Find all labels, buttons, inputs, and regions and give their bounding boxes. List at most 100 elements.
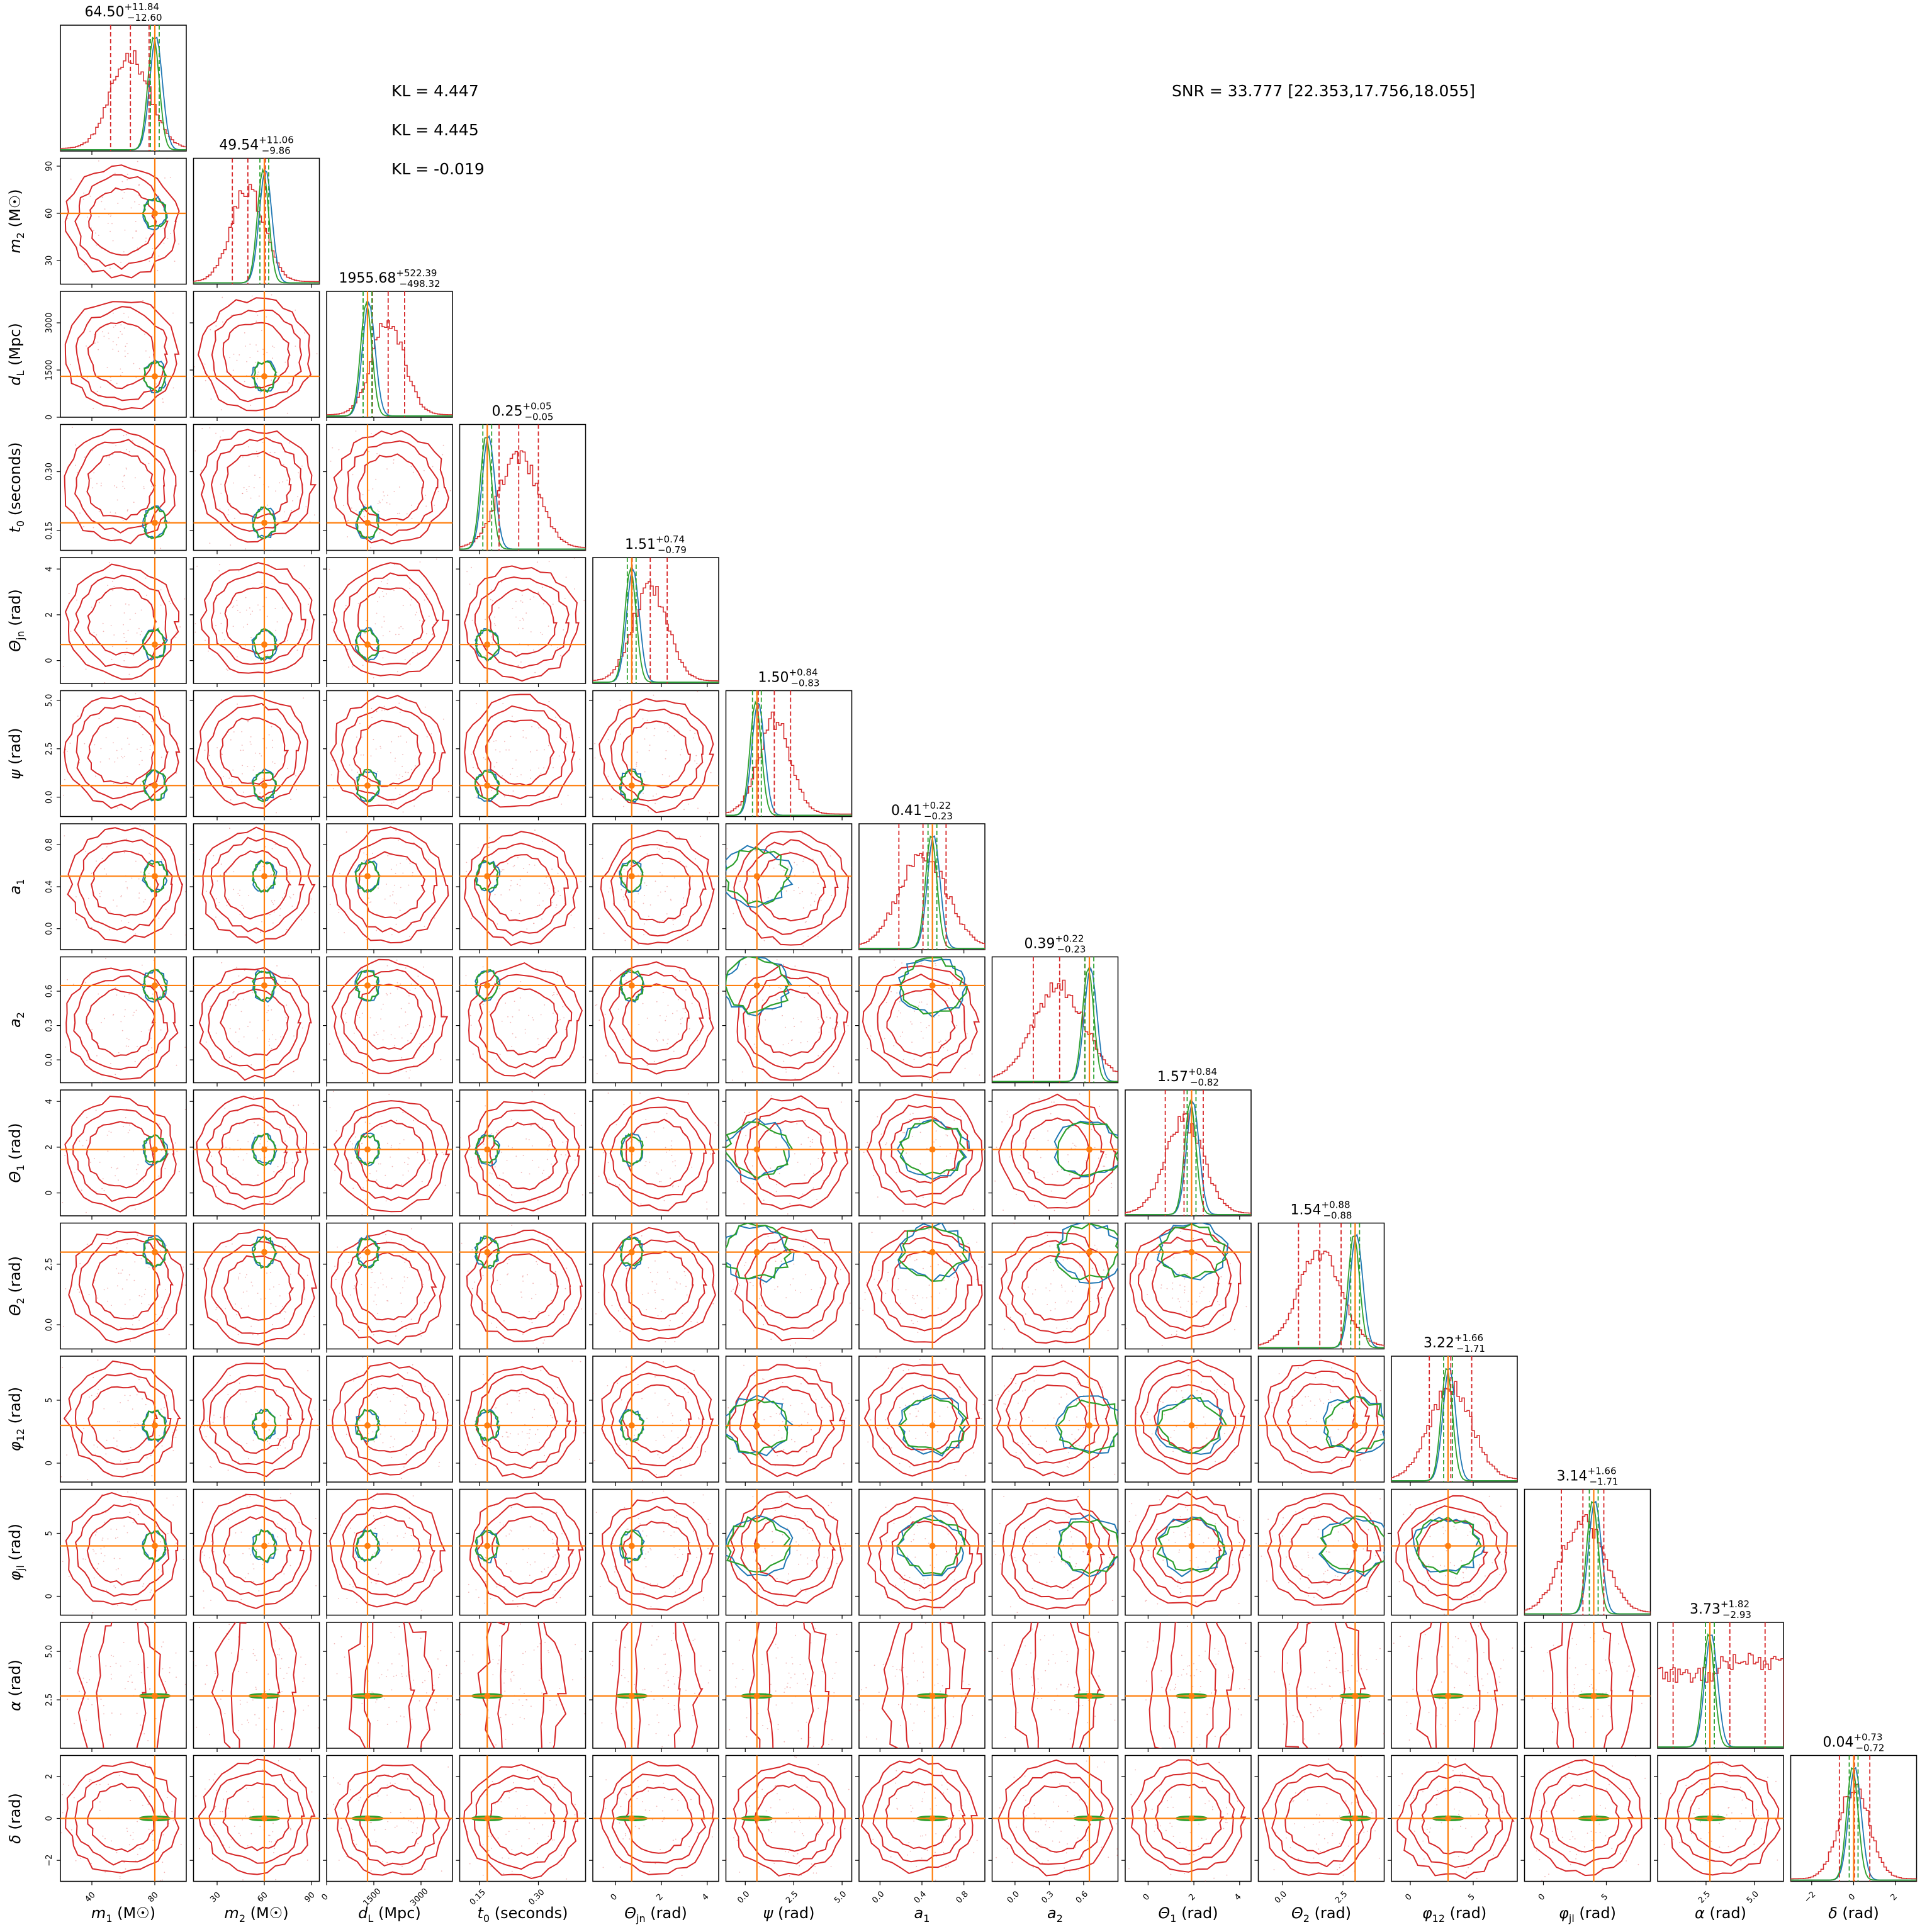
panel-frame xyxy=(459,1222,587,1350)
sample-point xyxy=(920,963,922,965)
sample-point xyxy=(413,1065,415,1066)
sample-point xyxy=(574,588,575,590)
sample-point xyxy=(286,1429,287,1431)
sample-point xyxy=(1160,1284,1162,1286)
sample-point xyxy=(67,218,69,219)
sample-point xyxy=(659,1181,660,1182)
sample-point xyxy=(123,624,124,626)
sample-point xyxy=(1203,1327,1205,1328)
sample-point xyxy=(634,1085,635,1086)
sample-point xyxy=(1200,1381,1202,1383)
sample-point xyxy=(515,759,517,761)
sample-point xyxy=(817,882,819,884)
sample-point xyxy=(672,1161,673,1163)
sample-point xyxy=(665,758,666,760)
sample-point xyxy=(377,601,378,602)
sample-point xyxy=(102,331,103,333)
sample-point xyxy=(125,345,126,347)
sample-point xyxy=(126,1243,128,1245)
sample-point xyxy=(93,472,95,474)
sample-point xyxy=(854,1228,855,1229)
contour-panel-11-0: 05 xyxy=(45,1488,187,1619)
sample-point xyxy=(166,226,167,228)
sample-point xyxy=(243,486,245,488)
sample-point xyxy=(772,1009,773,1011)
sample-point xyxy=(1067,1452,1069,1454)
sample-point xyxy=(402,765,403,767)
sample-point xyxy=(1138,1263,1140,1264)
sample-point xyxy=(110,215,112,216)
sample-point xyxy=(770,1416,772,1418)
sample-point xyxy=(666,1113,668,1115)
tick-label-y-4: 2 xyxy=(45,612,54,617)
sample-point xyxy=(935,1139,937,1140)
sample-point xyxy=(806,1451,807,1452)
sample-point xyxy=(250,1281,252,1283)
sample-point xyxy=(454,926,456,928)
sample-point xyxy=(136,230,138,232)
sample-point xyxy=(611,1305,613,1306)
sample-point xyxy=(395,634,396,636)
sample-point xyxy=(890,991,892,992)
sample-point xyxy=(749,1281,751,1283)
sample-point xyxy=(393,1394,395,1396)
sample-point xyxy=(483,1373,484,1375)
sample-point xyxy=(782,1014,783,1016)
sample-point xyxy=(360,873,362,875)
sample-point xyxy=(378,887,379,889)
sample-point xyxy=(690,1436,692,1438)
sample-point xyxy=(775,1147,777,1148)
sample-point xyxy=(564,598,566,599)
sample-point xyxy=(695,755,697,756)
sample-point xyxy=(159,994,161,996)
sample-point xyxy=(1028,1444,1030,1446)
sample-point xyxy=(194,450,196,452)
sample-point xyxy=(501,1152,502,1153)
sample-point xyxy=(210,398,212,400)
sample-point xyxy=(112,590,114,592)
sample-point xyxy=(233,605,235,607)
sample-point xyxy=(91,926,93,928)
sample-point xyxy=(241,731,243,733)
sample-point xyxy=(441,1152,443,1154)
sample-point xyxy=(1184,1286,1186,1288)
contour-red-0 xyxy=(356,1386,425,1453)
contour-red-2 xyxy=(463,1365,578,1479)
sample-point xyxy=(697,1322,698,1323)
sample-point xyxy=(458,1034,459,1035)
sample-point xyxy=(619,1444,621,1446)
sample-point xyxy=(257,351,259,352)
sample-point xyxy=(228,509,230,511)
sample-point xyxy=(412,1430,413,1432)
sample-point xyxy=(899,1463,901,1464)
sample-point xyxy=(946,1259,948,1261)
sample-point xyxy=(103,1561,104,1562)
sample-point xyxy=(1160,1400,1162,1402)
sample-point xyxy=(282,607,283,609)
sample-point xyxy=(401,1037,403,1039)
sample-point xyxy=(103,335,105,337)
sample-point xyxy=(664,1436,666,1438)
sample-point xyxy=(542,1126,543,1128)
sample-point xyxy=(1056,1247,1058,1249)
sample-point xyxy=(667,1038,669,1040)
sample-point xyxy=(482,1274,484,1276)
sample-point xyxy=(62,1202,64,1203)
sample-point xyxy=(415,987,416,989)
sample-point xyxy=(395,774,397,776)
truth-point xyxy=(484,1422,491,1429)
contour-green xyxy=(620,1237,644,1267)
sample-point xyxy=(1004,1385,1006,1387)
sample-point xyxy=(1009,1116,1011,1118)
sample-point xyxy=(1315,1377,1317,1379)
sample-point xyxy=(958,1386,960,1388)
sample-point xyxy=(101,1188,103,1189)
sample-point xyxy=(899,1001,901,1003)
sample-point xyxy=(169,177,171,178)
sample-point xyxy=(937,1431,938,1433)
sample-point xyxy=(386,502,388,503)
sample-point xyxy=(680,1018,682,1020)
sample-point xyxy=(1216,1391,1217,1393)
contour-panel-3-1 xyxy=(189,424,320,554)
sample-point xyxy=(722,1162,723,1163)
